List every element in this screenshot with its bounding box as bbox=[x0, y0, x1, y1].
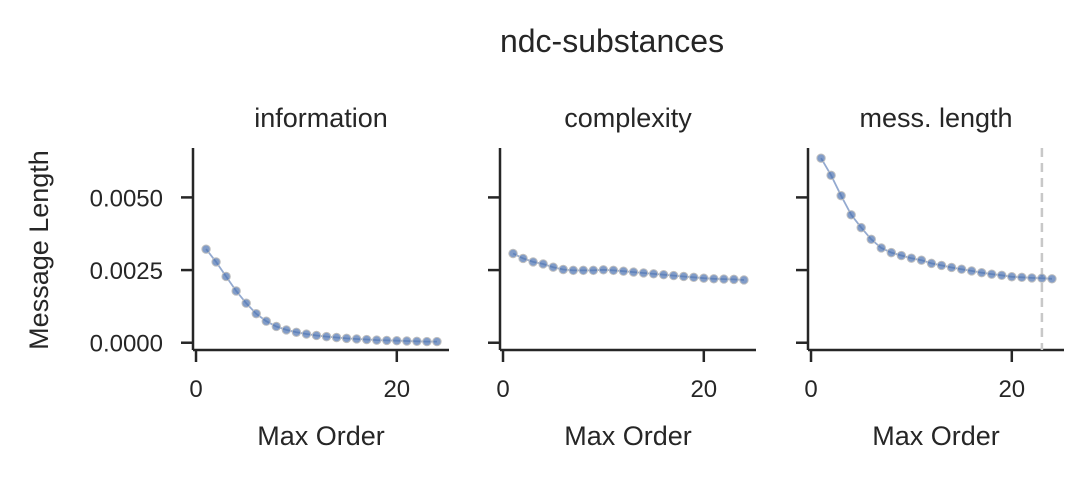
data-point bbox=[598, 265, 609, 275]
data-point bbox=[588, 265, 599, 276]
x-tick-label: 20 bbox=[383, 376, 410, 403]
data-point bbox=[331, 332, 342, 343]
data-point bbox=[291, 327, 302, 337]
data-point bbox=[956, 264, 967, 274]
data-point bbox=[301, 329, 312, 339]
data-point bbox=[251, 308, 261, 319]
x-axis-label: Max Order bbox=[872, 421, 1000, 451]
data-point bbox=[241, 298, 251, 308]
data-point bbox=[412, 336, 422, 346]
data-point bbox=[231, 286, 241, 296]
data-point bbox=[538, 259, 548, 269]
x-tick-label: 0 bbox=[804, 376, 817, 403]
data-point bbox=[729, 274, 739, 285]
data-point bbox=[946, 262, 957, 273]
x-tick-label: 20 bbox=[690, 376, 717, 403]
data-point bbox=[658, 270, 669, 280]
data-point bbox=[628, 267, 639, 277]
data-point bbox=[689, 272, 699, 283]
data-point bbox=[648, 269, 659, 279]
data-point bbox=[699, 273, 709, 283]
data-point bbox=[518, 253, 528, 264]
data-point bbox=[1037, 273, 1047, 283]
x-tick-label: 20 bbox=[998, 376, 1025, 403]
data-point bbox=[816, 153, 826, 163]
y-tick-label: 0.0050 bbox=[90, 185, 163, 212]
data-point bbox=[906, 253, 917, 263]
x-tick-label: 0 bbox=[496, 376, 509, 403]
series-line bbox=[512, 252, 745, 281]
data-point bbox=[866, 234, 876, 244]
data-point bbox=[896, 250, 907, 261]
data-point bbox=[578, 265, 589, 276]
data-point bbox=[936, 260, 947, 271]
data-point bbox=[321, 331, 332, 342]
data-point bbox=[856, 222, 866, 233]
data-point bbox=[392, 335, 402, 346]
data-point bbox=[372, 335, 382, 345]
data-point bbox=[568, 265, 578, 276]
series-line bbox=[820, 157, 1053, 280]
data-point bbox=[916, 255, 927, 265]
y-tick-label: 0.0000 bbox=[90, 331, 163, 358]
panel-title: information bbox=[254, 103, 388, 133]
data-point bbox=[508, 248, 518, 259]
data-point bbox=[1027, 273, 1037, 283]
data-point bbox=[638, 268, 649, 278]
data-point bbox=[382, 335, 392, 346]
data-point bbox=[886, 247, 897, 258]
data-point bbox=[271, 321, 282, 332]
figure-title: ndc-substances bbox=[500, 23, 724, 59]
x-axis-label: Max Order bbox=[564, 421, 692, 451]
data-point bbox=[997, 270, 1007, 281]
data-point bbox=[361, 334, 372, 345]
data-point bbox=[1017, 272, 1027, 283]
data-point bbox=[261, 316, 271, 326]
data-point bbox=[709, 274, 719, 284]
data-point bbox=[1047, 274, 1057, 284]
data-point bbox=[719, 274, 729, 284]
panel-title: mess. length bbox=[859, 103, 1012, 133]
data-point bbox=[846, 210, 856, 220]
data-point bbox=[402, 336, 412, 346]
panel-1: information 0.0000 0.0025 0.0050 0 20 Max Orde… bbox=[90, 103, 449, 451]
data-point bbox=[351, 334, 362, 344]
data-point bbox=[201, 244, 211, 254]
data-point bbox=[221, 271, 231, 282]
data-point bbox=[1007, 272, 1017, 282]
panel-2: complexity 0 20 Max Order bbox=[488, 103, 756, 451]
y-axis-label: Message Length bbox=[24, 150, 54, 350]
x-tick-label: 0 bbox=[189, 376, 202, 403]
panel-title: complexity bbox=[564, 103, 692, 133]
y-tick-label: 0.0025 bbox=[90, 258, 163, 285]
data-point bbox=[966, 266, 977, 276]
data-point bbox=[281, 325, 292, 335]
data-point bbox=[739, 275, 749, 285]
data-point bbox=[528, 257, 538, 267]
data-point bbox=[987, 269, 997, 279]
data-point bbox=[422, 336, 432, 347]
x-axis-label: Max Order bbox=[257, 421, 385, 451]
data-point bbox=[608, 265, 619, 276]
series-line bbox=[205, 248, 437, 343]
data-point bbox=[836, 190, 846, 201]
data-point bbox=[341, 333, 352, 344]
data-point bbox=[548, 262, 558, 272]
data-point bbox=[976, 267, 987, 278]
panels: information 0.0000 0.0025 0.0050 0 20 Max Orde… bbox=[90, 103, 1064, 451]
panel-3: mess. length 0 20 Max Order bbox=[796, 103, 1064, 451]
data-point bbox=[211, 257, 221, 267]
data-point bbox=[618, 266, 629, 276]
data-point bbox=[558, 264, 568, 275]
data-point bbox=[876, 243, 886, 253]
data-point bbox=[926, 258, 937, 269]
data-point bbox=[432, 336, 442, 347]
data-point bbox=[679, 271, 689, 282]
data-point bbox=[668, 270, 679, 281]
data-point bbox=[311, 330, 322, 341]
data-point bbox=[826, 170, 836, 181]
